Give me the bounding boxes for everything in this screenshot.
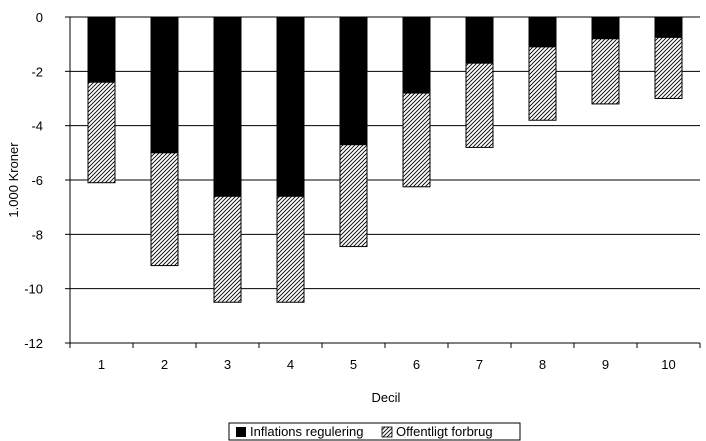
bar-inflations-regulering-decil-1	[87, 16, 116, 83]
bar-offentligt-forbrug-decil-9	[591, 38, 620, 105]
bar-inflations-regulering-decil-3	[213, 16, 242, 197]
y-tick-label-0: 0	[36, 10, 43, 25]
y-tick-label-1: -2	[31, 64, 43, 79]
y-tick-label-2: -4	[31, 119, 43, 134]
legend: Inflations regulering Offentligt forbrug	[228, 422, 521, 441]
legend-swatch-offentligt-forbrug	[381, 426, 393, 438]
x-tick-label-9: 9	[602, 357, 609, 372]
x-tick-label-5: 5	[350, 357, 357, 372]
bar-offentligt-forbrug-decil-10	[654, 36, 683, 99]
bar-inflations-regulering-decil-6	[402, 16, 431, 94]
bar-offentligt-forbrug-decil-8	[528, 46, 557, 121]
bars	[87, 16, 683, 303]
bar-inflations-regulering-decil-2	[150, 16, 179, 154]
bar-inflations-regulering-decil-9	[591, 16, 620, 40]
axes	[65, 16, 701, 348]
x-tick-label-4: 4	[287, 357, 294, 372]
legend-label-offentligt-forbrug: Offentligt forbrug	[396, 424, 493, 439]
bar-offentligt-forbrug-decil-7	[465, 62, 494, 148]
x-tick-label-2: 2	[161, 357, 168, 372]
x-tick-label-7: 7	[476, 357, 483, 372]
y-axis-title: 1.000 Kroner	[6, 142, 21, 218]
bar-inflations-regulering-decil-8	[528, 16, 557, 48]
y-tick-label-3: -6	[31, 173, 43, 188]
bar-inflations-regulering-decil-5	[339, 16, 368, 146]
x-tick-label-3: 3	[224, 357, 231, 372]
bar-offentligt-forbrug-decil-1	[87, 81, 116, 184]
bar-inflations-regulering-decil-10	[654, 16, 683, 38]
legend-box	[228, 422, 521, 441]
x-axis-title: Decil	[372, 390, 401, 405]
bar-inflations-regulering-decil-7	[465, 16, 494, 64]
y-tick-label-5: -10	[24, 282, 43, 297]
x-tick-label-8: 8	[539, 357, 546, 372]
legend-swatch-inflations-regulering	[236, 427, 246, 437]
bar-offentligt-forbrug-decil-5	[339, 144, 368, 248]
bar-offentligt-forbrug-decil-4	[276, 195, 305, 303]
bar-offentligt-forbrug-decil-2	[150, 152, 179, 267]
y-tick-label-6: -12	[24, 336, 43, 351]
x-tick-label-10: 10	[661, 357, 675, 372]
bar-offentligt-forbrug-decil-3	[213, 195, 242, 303]
bar-offentligt-forbrug-decil-6	[402, 92, 431, 188]
bar-inflations-regulering-decil-4	[276, 16, 305, 197]
x-tick-label-6: 6	[413, 357, 420, 372]
legend-label-inflations-regulering: Inflations regulering	[250, 424, 363, 439]
y-tick-label-4: -8	[31, 227, 43, 242]
x-tick-labels: 1 2 3 4 5 6 7 8 9 10	[98, 357, 676, 372]
x-tick-label-1: 1	[98, 357, 105, 372]
y-tick-labels: 0 -2 -4 -6 -8 -10 -12	[24, 10, 43, 351]
